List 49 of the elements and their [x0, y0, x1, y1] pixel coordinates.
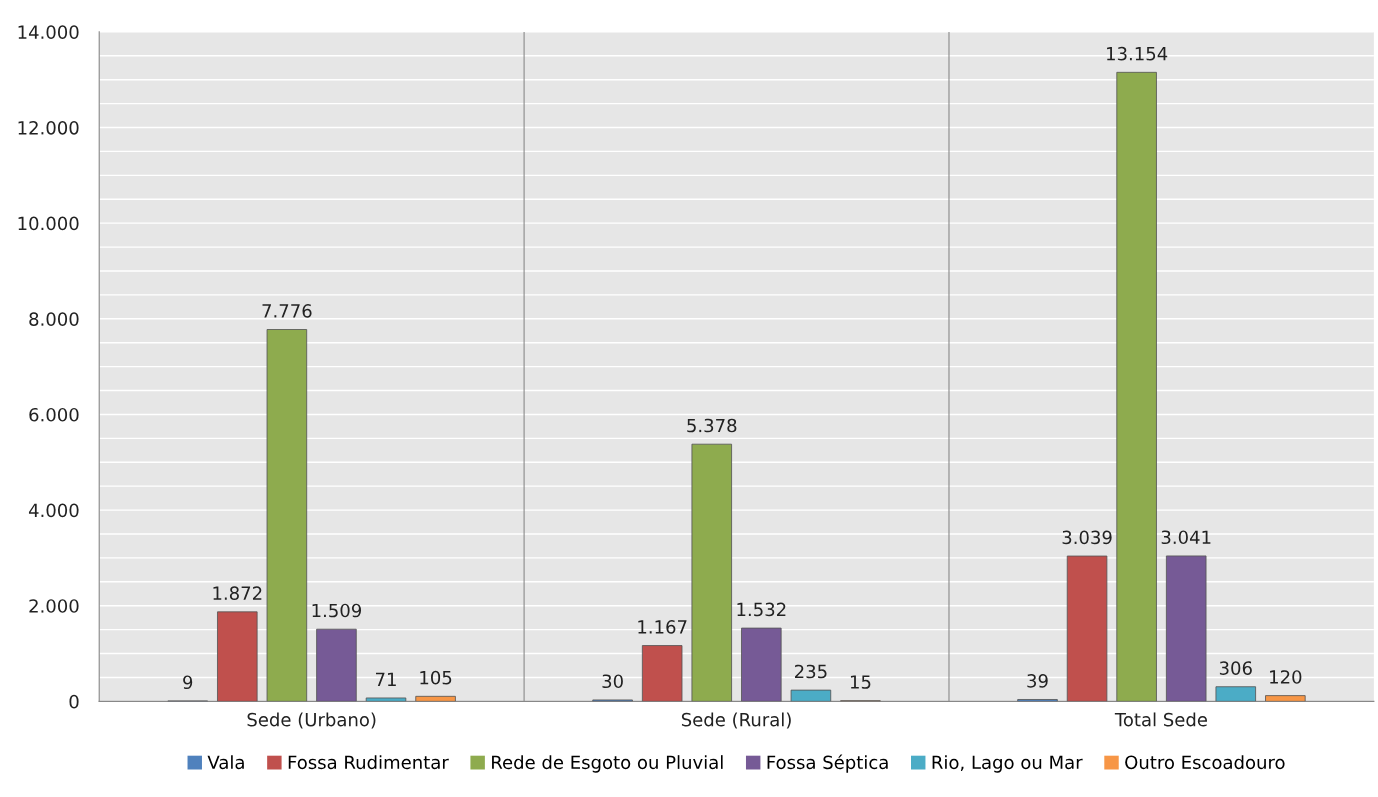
legend-label: Vala — [207, 755, 244, 770]
bar — [790, 689, 832, 702]
bar — [316, 628, 357, 702]
y-tick-label: 14.000 — [18, 25, 79, 39]
bar — [691, 443, 732, 702]
y-tick-label: 12.000 — [18, 120, 79, 135]
data-label: 30 — [602, 674, 623, 689]
data-label: 9 — [183, 675, 193, 690]
data-label: 235 — [794, 664, 827, 679]
x-tick-label: Total Sede — [1114, 712, 1207, 727]
data-label: 39 — [1027, 674, 1048, 688]
data-label: 1.532 — [737, 602, 786, 617]
data-label: 13.154 — [1107, 46, 1168, 61]
y-tick-label: 0 — [69, 694, 79, 709]
data-label: 1.167 — [638, 620, 687, 634]
y-tick-label: 4.000 — [28, 503, 79, 518]
data-label: 71 — [376, 672, 396, 686]
legend-label: Rio, Lago ou Mar — [932, 755, 1083, 773]
data-label: 7.776 — [262, 304, 312, 318]
data-label: 306 — [1219, 661, 1252, 675]
bar — [1215, 686, 1257, 702]
y-tick-label: 6.000 — [29, 407, 79, 422]
y-tick-label: 8.000 — [29, 312, 79, 326]
data-label: 15 — [850, 675, 871, 689]
bar — [415, 695, 456, 702]
legend-label: Outro Escoadouro — [1125, 755, 1285, 770]
y-tick-label: 2.000 — [29, 599, 79, 613]
bar — [1066, 555, 1108, 702]
legend-label: Fossa Séptica — [767, 754, 888, 773]
bar — [365, 697, 407, 702]
data-label: 120 — [1270, 670, 1302, 684]
bar — [217, 611, 258, 702]
x-tick-label: Sede (Urbano) — [247, 712, 376, 729]
data-label: 1.872 — [213, 586, 262, 601]
data-label: 105 — [420, 670, 452, 685]
x-tick-label: Sede (Rural) — [681, 712, 791, 729]
bar — [1165, 555, 1207, 702]
legend-label: Fossa Rudimentar — [288, 755, 449, 770]
data-label: 3.041 — [1161, 530, 1211, 545]
data-label: 1.509 — [312, 603, 362, 618]
bar — [1116, 71, 1157, 702]
data-label: 5.378 — [687, 418, 737, 433]
y-tick-label: 10.000 — [18, 216, 79, 231]
bar — [1265, 695, 1306, 702]
data-label: 3.039 — [1062, 530, 1112, 545]
legend-label: Rede de Esgoto ou Pluvial — [492, 755, 723, 773]
bar — [641, 645, 683, 702]
bar — [266, 329, 308, 702]
bar — [741, 627, 782, 702]
